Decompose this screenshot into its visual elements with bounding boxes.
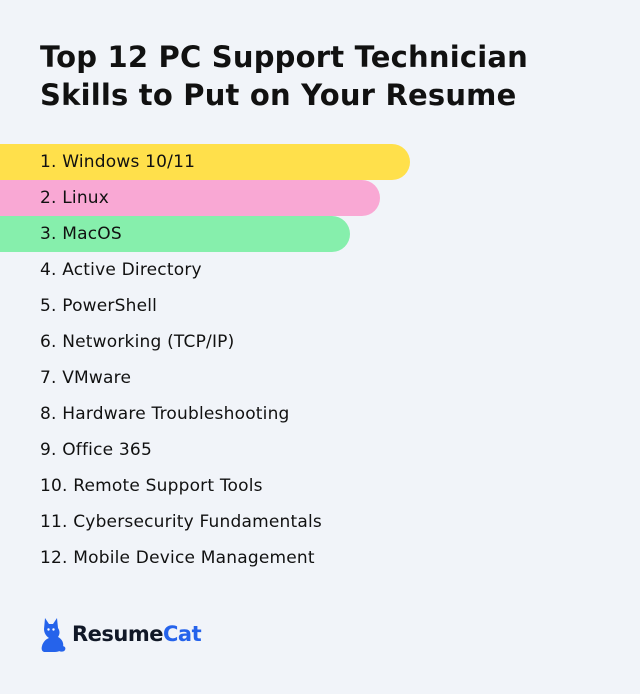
skill-item-5: 5. PowerShell <box>40 296 158 316</box>
page-title: Top 12 PC Support Technician Skills to P… <box>40 38 620 114</box>
skill-item-8: 8. Hardware Troubleshooting <box>40 404 290 424</box>
skill-item-7: 7. VMware <box>40 368 132 388</box>
brand-name-part1: Resume <box>72 622 164 646</box>
title-line-1: Top 12 PC Support Technician <box>40 40 528 74</box>
skill-item-12: 12. Mobile Device Management <box>40 548 315 568</box>
resumecat-logo: ResumeCat <box>40 614 202 654</box>
skill-item-6: 6. Networking (TCP/IP) <box>40 332 235 352</box>
skill-item-10: 10. Remote Support Tools <box>40 476 263 496</box>
skill-item-2: 2. Linux <box>0 180 380 216</box>
skill-item-9: 9. Office 365 <box>40 440 152 460</box>
brand-name: ResumeCat <box>72 622 202 646</box>
skill-item-11: 11. Cybersecurity Fundamentals <box>40 512 322 532</box>
cat-logo-icon <box>41 618 66 652</box>
skill-item-4: 4. Active Directory <box>40 260 202 280</box>
skills-list: 1. Windows 10/11 2. Linux 3. MacOS 4. Ac… <box>0 144 640 576</box>
brand-name-part2: Cat <box>163 622 202 646</box>
skill-item-3: 3. MacOS <box>0 216 350 252</box>
title-line-2: Skills to Put on Your Resume <box>40 78 517 112</box>
skill-item-1: 1. Windows 10/11 <box>0 144 410 180</box>
